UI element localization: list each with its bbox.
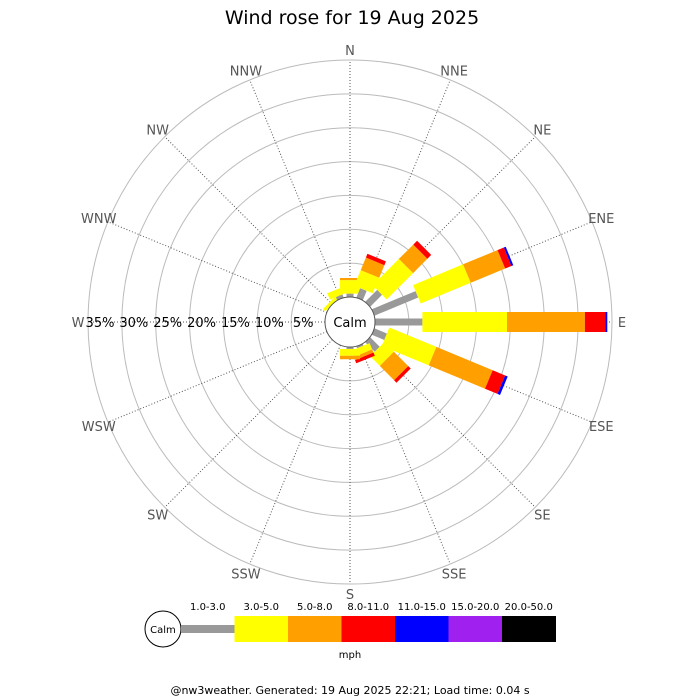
- bar-nne-8.0-11.0: [365, 253, 386, 266]
- bar-n-1.0-3.0: [346, 293, 354, 297]
- bar-nne-5.0-8.0: [360, 257, 385, 278]
- bar-ese-3.0-5.0: [381, 327, 437, 366]
- ring-label-25: 25%: [153, 316, 182, 331]
- direction-label-w: W: [72, 316, 85, 331]
- legend-bins: 1.0-3.0 3.0-5.0 5.0-8.0 8.0-11.0 11.0-15.0 15…: [181, 602, 556, 642]
- bar-se-5.0-8.0: [379, 351, 409, 381]
- bar-n-5.0-8.0: [340, 278, 360, 281]
- bar-ese-1.0-3.0: [371, 328, 387, 340]
- spoke-sse: [359, 344, 451, 565]
- bar-se-1.0-3.0: [365, 337, 380, 352]
- legend-swatch-20.0-50.0: [502, 616, 556, 642]
- bar-e-5.0-8.0: [507, 312, 585, 332]
- ring-label-5: 5%: [293, 316, 314, 331]
- bar-ese-5.0-8.0: [428, 346, 493, 389]
- bar-s-5.0-8.0: [340, 355, 360, 360]
- bar-nw-3.0-5.0: [322, 294, 340, 312]
- spoke-nnw: [249, 79, 341, 300]
- ring-label-35: 35%: [86, 316, 115, 331]
- bar-ne-8.0-11.0: [413, 240, 432, 259]
- legend-label-1.0-3.0: 1.0-3.0: [190, 602, 225, 613]
- ring-label-10: 10%: [255, 316, 284, 331]
- legend-label-5.0-8.0: 5.0-8.0: [297, 602, 332, 613]
- spoke-ssw: [249, 344, 341, 565]
- direction-label-ese: ESE: [589, 420, 614, 435]
- ring-label-20: 20%: [187, 316, 216, 331]
- spoke-sw: [164, 339, 333, 508]
- bar-ene-5.0-8.0: [463, 250, 506, 283]
- legend-swatch-3.0-5.0: [234, 616, 289, 642]
- bar-s-3.0-5.0: [340, 349, 360, 356]
- direction-label-nnw: NNW: [230, 65, 262, 80]
- speed-legend: Calm 1.0-3.0 3.0-5.0 5.0-8.0 8.0-11.0 11.0-1…: [144, 602, 556, 661]
- calm-label: Calm: [333, 316, 366, 331]
- ring-labels: 5% 10% 15% 20% 25% 30% 35%: [86, 316, 314, 331]
- legend-swatch-5.0-8.0: [288, 616, 342, 642]
- direction-label-ssw: SSW: [231, 567, 261, 582]
- legend-calm-label: Calm: [150, 625, 176, 636]
- direction-label-se: SE: [534, 508, 550, 523]
- direction-label-sw: SW: [147, 508, 168, 523]
- bar-nne-1.0-3.0: [356, 288, 367, 301]
- bar-nnw-3.0-5.0: [327, 285, 349, 300]
- direction-label-nne: NNE: [440, 65, 468, 80]
- bar-sse-8.0-11.0: [355, 352, 375, 364]
- bar-sse-1.0-3.0: [356, 343, 364, 349]
- legend-swatch-11.0-15.0: [395, 616, 449, 642]
- bar-e-11.0-15.0: [605, 312, 608, 332]
- direction-label-n: N: [345, 44, 355, 59]
- bar-ene-3.0-5.0: [413, 264, 471, 304]
- direction-label-sse: SSE: [442, 567, 467, 582]
- ring-label-15: 15%: [221, 316, 250, 331]
- bar-ene-8.0-11.0: [497, 247, 512, 269]
- bar-e-1.0-3.0: [375, 318, 423, 326]
- bar-ese-8.0-11.0: [485, 370, 506, 394]
- direction-label-e: E: [618, 316, 626, 331]
- legend-label-11.0-15.0: 11.0-15.0: [398, 602, 446, 613]
- spoke-wnw: [107, 221, 328, 313]
- direction-label-nw: NW: [146, 124, 169, 139]
- bar-ne-3.0-5.0: [372, 258, 414, 300]
- bar-ne-5.0-8.0: [398, 244, 428, 274]
- grid-ring-35: [87, 59, 613, 585]
- bar-nnw-1.0-3.0: [335, 294, 344, 301]
- legend-label-8.0-11.0: 8.0-11.0: [347, 602, 389, 613]
- legend-swatch-15.0-20.0: [448, 616, 503, 642]
- bar-e-8.0-11.0: [584, 312, 606, 332]
- bar-e-3.0-5.0: [422, 312, 507, 332]
- chart-title: Wind rose for 19 Aug 2025: [225, 7, 479, 29]
- legend-label-3.0-5.0: 3.0-5.0: [244, 602, 279, 613]
- bar-ene-1.0-3.0: [371, 291, 419, 316]
- direction-labels: N NNE NE ENE E ESE SE SSE S SSW SW WSW W WNW NW NNW: [72, 44, 627, 603]
- bar-ene-11.0-15.0: [503, 246, 514, 266]
- direction-label-ne: NE: [533, 124, 551, 139]
- legend-unit: mph: [339, 650, 361, 661]
- legend-label-20.0-50.0: 20.0-50.0: [505, 602, 553, 613]
- bar-nne-3.0-5.0: [354, 270, 380, 294]
- direction-label-ene: ENE: [588, 212, 614, 227]
- footer-text: @nw3weather. Generated: 19 Aug 2025 22:2…: [170, 684, 529, 697]
- direction-label-wnw: WNW: [81, 212, 117, 227]
- bar-ne-1.0-3.0: [365, 289, 383, 307]
- calm-circle: [324, 296, 376, 348]
- direction-label-s: S: [346, 588, 354, 603]
- bar-se-3.0-5.0: [370, 342, 394, 366]
- legend-swatch-1.0-3.0: [181, 625, 235, 633]
- bar-s-1.0-3.0: [346, 347, 354, 349]
- spoke-nw: [164, 136, 333, 305]
- direction-label-wsw: WSW: [82, 420, 116, 435]
- bar-se-8.0-11.0: [394, 366, 411, 383]
- legend-swatch-8.0-11.0: [341, 616, 396, 642]
- bar-ese-11.0-15.0: [497, 375, 508, 395]
- legend-label-15.0-20.0: 15.0-20.0: [451, 602, 499, 613]
- spoke-wsw: [107, 331, 328, 423]
- ring-label-30: 30%: [119, 316, 148, 331]
- wind-bars: [322, 240, 608, 395]
